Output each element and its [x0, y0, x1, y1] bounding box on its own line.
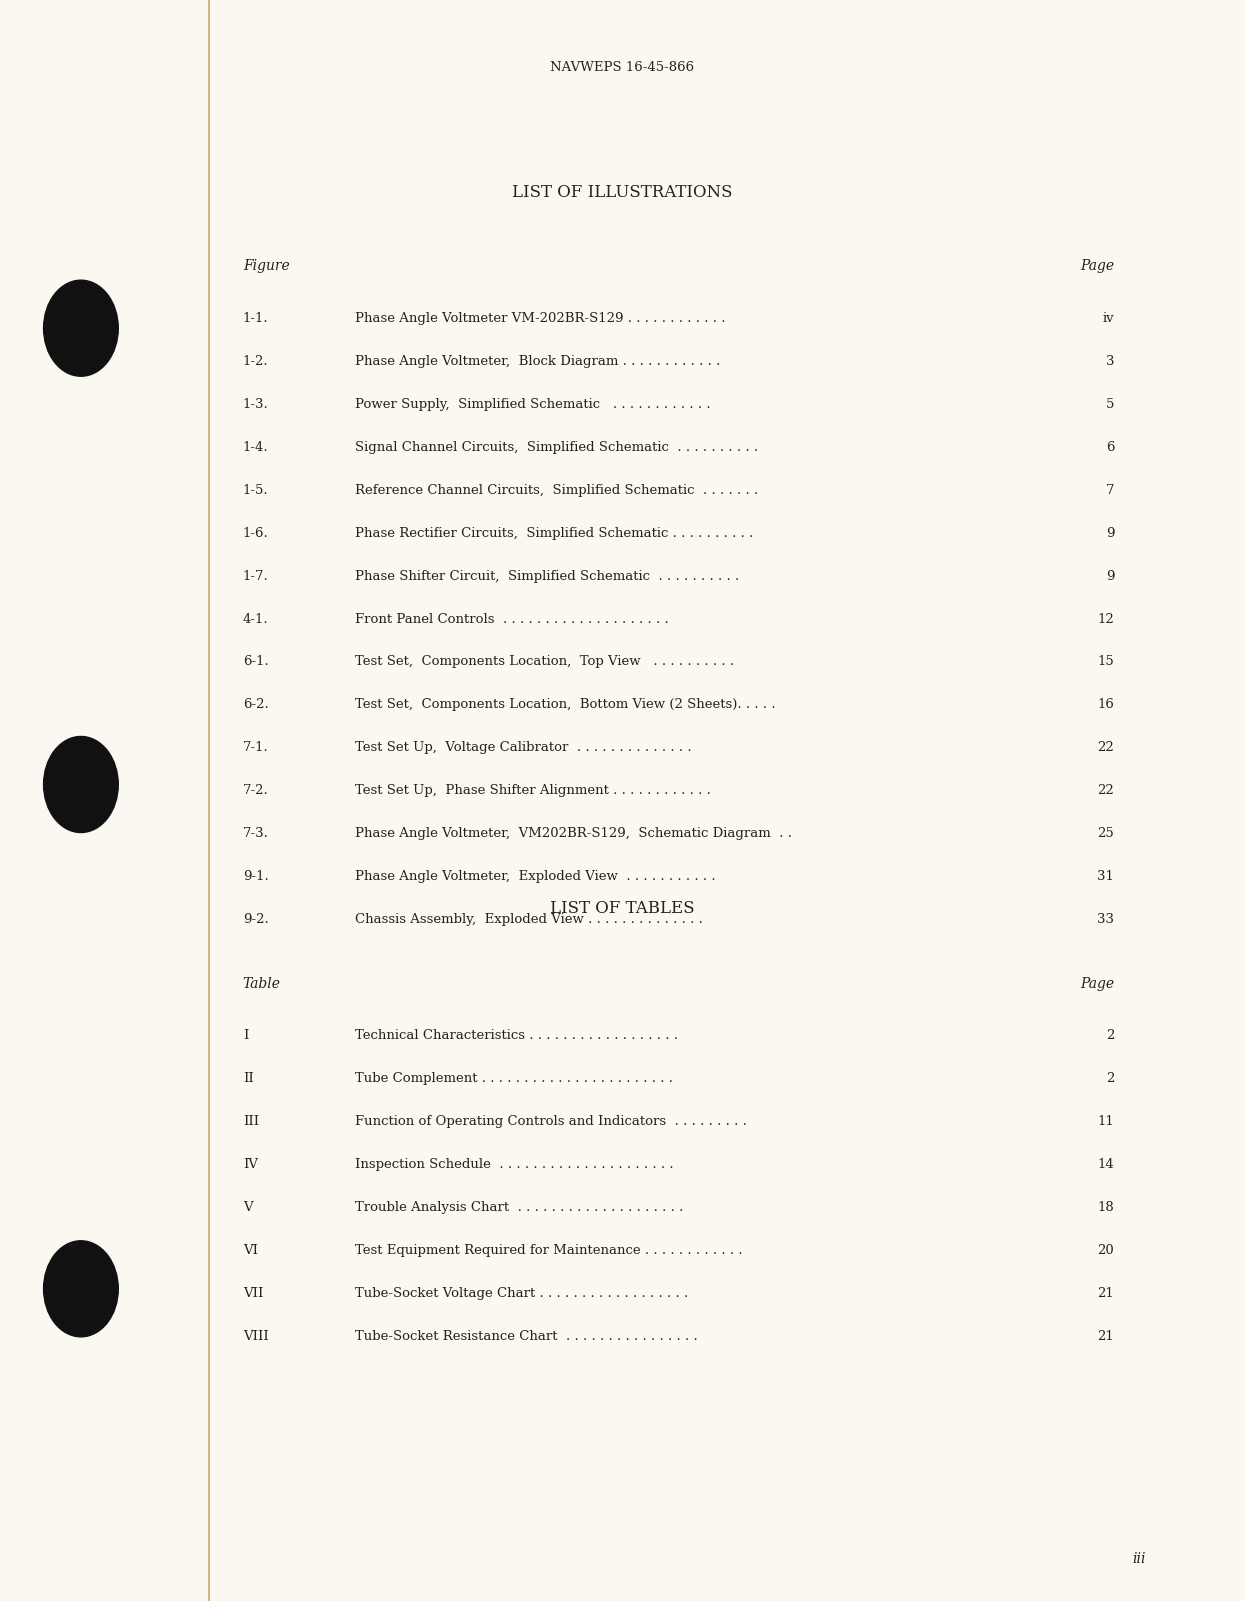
Text: 1-1.: 1-1. — [243, 312, 269, 325]
Text: 6-2.: 6-2. — [243, 698, 269, 711]
Text: Phase Angle Voltmeter,  Exploded View  . . . . . . . . . . .: Phase Angle Voltmeter, Exploded View . .… — [355, 869, 716, 884]
Text: 7: 7 — [1106, 484, 1114, 496]
Text: Page: Page — [1081, 259, 1114, 274]
Text: 4-1.: 4-1. — [243, 613, 269, 626]
Text: 16: 16 — [1097, 698, 1114, 711]
Text: LIST OF TABLES: LIST OF TABLES — [550, 900, 695, 917]
Text: LIST OF ILLUSTRATIONS: LIST OF ILLUSTRATIONS — [512, 184, 733, 202]
Text: 2: 2 — [1106, 1029, 1114, 1042]
Text: Front Panel Controls  . . . . . . . . . . . . . . . . . . . .: Front Panel Controls . . . . . . . . . .… — [355, 613, 669, 626]
Circle shape — [44, 1241, 118, 1337]
Text: Inspection Schedule  . . . . . . . . . . . . . . . . . . . . .: Inspection Schedule . . . . . . . . . . … — [355, 1158, 674, 1172]
Text: Trouble Analysis Chart  . . . . . . . . . . . . . . . . . . . .: Trouble Analysis Chart . . . . . . . . .… — [355, 1201, 684, 1214]
Text: 15: 15 — [1098, 655, 1114, 669]
Text: III: III — [243, 1116, 259, 1129]
Text: 2: 2 — [1106, 1073, 1114, 1085]
Text: iii: iii — [1132, 1551, 1145, 1566]
Text: 12: 12 — [1098, 613, 1114, 626]
Text: Figure: Figure — [243, 259, 290, 274]
Text: Power Supply,  Simplified Schematic   . . . . . . . . . . . .: Power Supply, Simplified Schematic . . .… — [355, 399, 711, 411]
Text: 9: 9 — [1106, 570, 1114, 583]
Text: 1-7.: 1-7. — [243, 570, 269, 583]
Text: Test Set,  Components Location,  Top View   . . . . . . . . . .: Test Set, Components Location, Top View … — [355, 655, 735, 669]
Text: 25: 25 — [1098, 828, 1114, 841]
Text: Test Equipment Required for Maintenance . . . . . . . . . . . .: Test Equipment Required for Maintenance … — [355, 1244, 742, 1257]
Text: Chassis Assembly,  Exploded View . . . . . . . . . . . . . .: Chassis Assembly, Exploded View . . . . … — [355, 913, 702, 925]
Text: Phase Angle Voltmeter VM-202BR-S129 . . . . . . . . . . . .: Phase Angle Voltmeter VM-202BR-S129 . . … — [355, 312, 726, 325]
Text: IV: IV — [243, 1158, 258, 1172]
Text: 22: 22 — [1098, 741, 1114, 754]
Text: 3: 3 — [1106, 355, 1114, 368]
Text: 7-3.: 7-3. — [243, 828, 269, 841]
Text: Function of Operating Controls and Indicators  . . . . . . . . .: Function of Operating Controls and Indic… — [355, 1116, 747, 1129]
Text: 5: 5 — [1106, 399, 1114, 411]
Text: Phase Angle Voltmeter,  Block Diagram . . . . . . . . . . . .: Phase Angle Voltmeter, Block Diagram . .… — [355, 355, 720, 368]
Text: 14: 14 — [1098, 1158, 1114, 1172]
Text: Table: Table — [243, 977, 281, 991]
Text: Test Set,  Components Location,  Bottom View (2 Sheets). . . . .: Test Set, Components Location, Bottom Vi… — [355, 698, 776, 711]
Text: I: I — [243, 1029, 248, 1042]
Text: Tube Complement . . . . . . . . . . . . . . . . . . . . . . .: Tube Complement . . . . . . . . . . . . … — [355, 1073, 672, 1085]
Text: Tube-Socket Resistance Chart  . . . . . . . . . . . . . . . .: Tube-Socket Resistance Chart . . . . . .… — [355, 1330, 697, 1343]
Text: 31: 31 — [1097, 869, 1114, 884]
Text: Reference Channel Circuits,  Simplified Schematic  . . . . . . .: Reference Channel Circuits, Simplified S… — [355, 484, 758, 496]
Text: Test Set Up,  Voltage Calibrator  . . . . . . . . . . . . . .: Test Set Up, Voltage Calibrator . . . . … — [355, 741, 691, 754]
Text: 1-2.: 1-2. — [243, 355, 269, 368]
Text: VII: VII — [243, 1287, 263, 1300]
Text: 11: 11 — [1098, 1116, 1114, 1129]
Text: VI: VI — [243, 1244, 258, 1257]
Text: Technical Characteristics . . . . . . . . . . . . . . . . . .: Technical Characteristics . . . . . . . … — [355, 1029, 677, 1042]
Text: 1-3.: 1-3. — [243, 399, 269, 411]
Text: Test Set Up,  Phase Shifter Alignment . . . . . . . . . . . .: Test Set Up, Phase Shifter Alignment . .… — [355, 784, 711, 797]
Text: NAVWEPS 16-45-866: NAVWEPS 16-45-866 — [550, 61, 695, 74]
Text: 1-5.: 1-5. — [243, 484, 269, 496]
Text: 21: 21 — [1098, 1287, 1114, 1300]
Text: 18: 18 — [1098, 1201, 1114, 1214]
Text: 22: 22 — [1098, 784, 1114, 797]
Circle shape — [44, 736, 118, 833]
Text: 9-2.: 9-2. — [243, 913, 269, 925]
Text: V: V — [243, 1201, 253, 1214]
Text: VIII: VIII — [243, 1330, 269, 1343]
Text: 9-1.: 9-1. — [243, 869, 269, 884]
Text: 7-1.: 7-1. — [243, 741, 269, 754]
Text: 21: 21 — [1098, 1330, 1114, 1343]
Text: 7-2.: 7-2. — [243, 784, 269, 797]
Text: 1-4.: 1-4. — [243, 440, 269, 455]
Text: Tube-Socket Voltage Chart . . . . . . . . . . . . . . . . . .: Tube-Socket Voltage Chart . . . . . . . … — [355, 1287, 688, 1300]
Text: 9: 9 — [1106, 527, 1114, 540]
Text: iv: iv — [1103, 312, 1114, 325]
Text: 6: 6 — [1106, 440, 1114, 455]
Text: 1-6.: 1-6. — [243, 527, 269, 540]
Text: 20: 20 — [1098, 1244, 1114, 1257]
Circle shape — [44, 280, 118, 376]
Text: 6-1.: 6-1. — [243, 655, 269, 669]
Text: Phase Shifter Circuit,  Simplified Schematic  . . . . . . . . . .: Phase Shifter Circuit, Simplified Schema… — [355, 570, 740, 583]
Text: Signal Channel Circuits,  Simplified Schematic  . . . . . . . . . .: Signal Channel Circuits, Simplified Sche… — [355, 440, 758, 455]
Text: Phase Rectifier Circuits,  Simplified Schematic . . . . . . . . . .: Phase Rectifier Circuits, Simplified Sch… — [355, 527, 753, 540]
Text: Page: Page — [1081, 977, 1114, 991]
Text: II: II — [243, 1073, 254, 1085]
Text: Phase Angle Voltmeter,  VM202BR-S129,  Schematic Diagram  . .: Phase Angle Voltmeter, VM202BR-S129, Sch… — [355, 828, 792, 841]
Text: 33: 33 — [1097, 913, 1114, 925]
